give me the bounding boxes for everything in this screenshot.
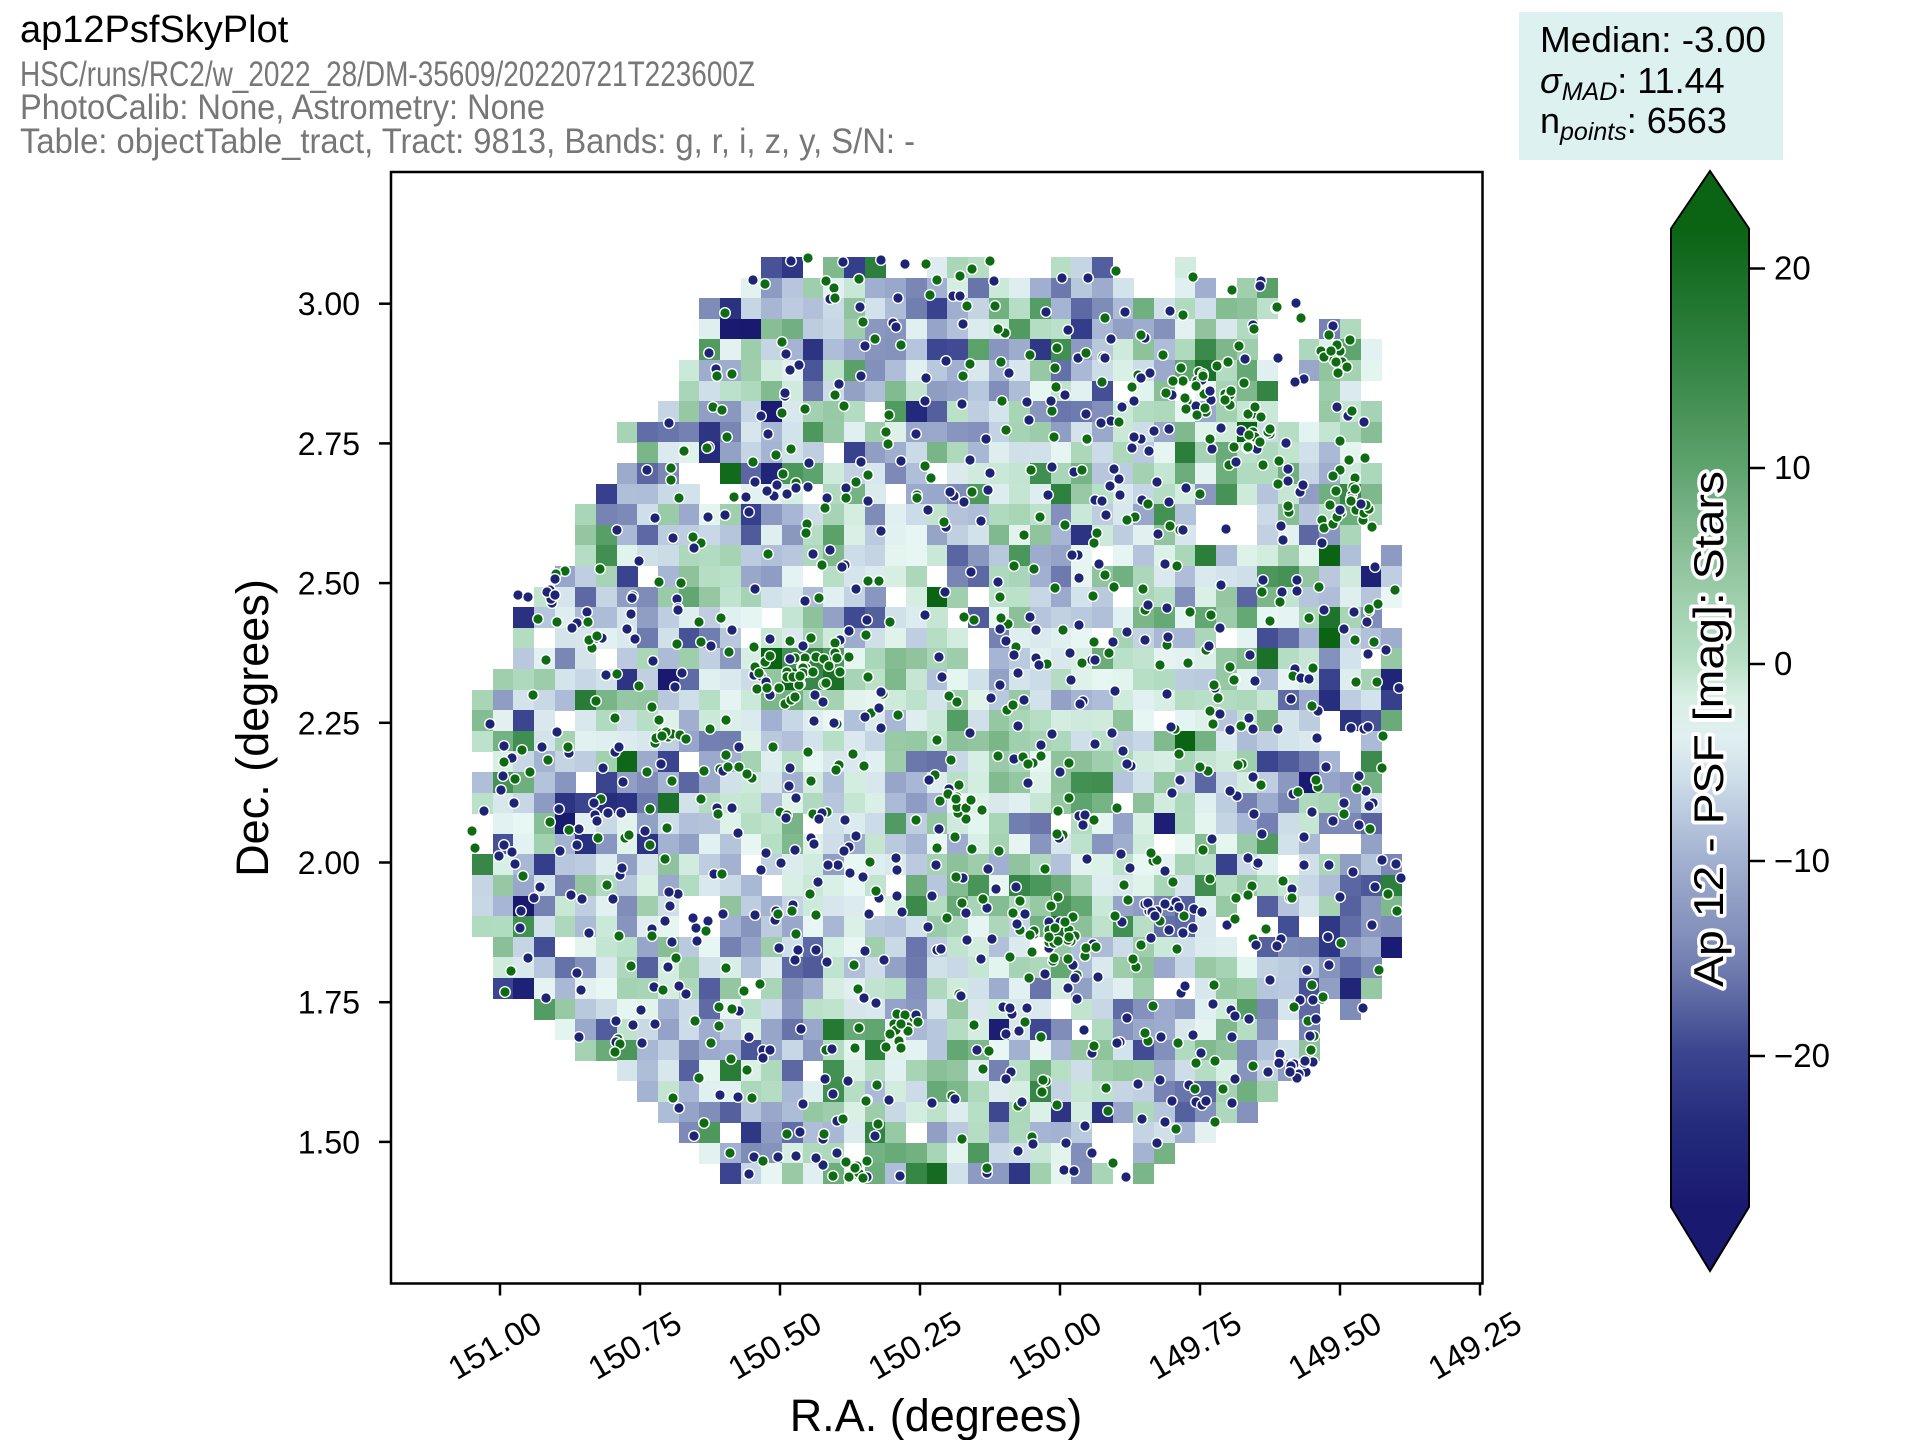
svg-text:Median: -3.00: Median: -3.00 (1540, 19, 1766, 60)
svg-text:−20: −20 (1774, 1037, 1830, 1074)
svg-text:Dec. (degrees): Dec. (degrees) (227, 579, 278, 877)
svg-text:HSC/runs/RC2/w_2022_28/DM-3560: HSC/runs/RC2/w_2022_28/DM-35609/20220721… (20, 55, 755, 94)
svg-text:2.00: 2.00 (298, 845, 360, 881)
svg-text:Ap 12 - PSF [mag]: Stars: Ap 12 - PSF [mag]: Stars (1685, 471, 1732, 987)
svg-text:Table: objectTable_tract, Trac: Table: objectTable_tract, Tract: 9813, B… (20, 122, 915, 161)
svg-text:R.A. (degrees): R.A. (degrees) (790, 1390, 1083, 1440)
svg-text:2.25: 2.25 (298, 705, 360, 741)
svg-text:10: 10 (1774, 449, 1811, 486)
svg-text:20: 20 (1774, 250, 1811, 287)
svg-text:2.50: 2.50 (298, 566, 360, 602)
svg-text:1.75: 1.75 (298, 985, 360, 1021)
svg-text:npoints: 6563: npoints: 6563 (1540, 100, 1727, 146)
svg-text:PhotoCalib: None, Astrometry:: PhotoCalib: None, Astrometry: None (20, 88, 545, 127)
svg-text:1.50: 1.50 (298, 1124, 360, 1160)
svg-text:2.75: 2.75 (298, 426, 360, 462)
svg-text:0: 0 (1774, 645, 1792, 682)
svg-text:ap12PsfSkyPlot: ap12PsfSkyPlot (20, 9, 289, 51)
svg-text:3.00: 3.00 (298, 286, 360, 322)
svg-text:−10: −10 (1774, 842, 1830, 879)
svg-text:σMAD: 11.44: σMAD: 11.44 (1540, 60, 1725, 106)
